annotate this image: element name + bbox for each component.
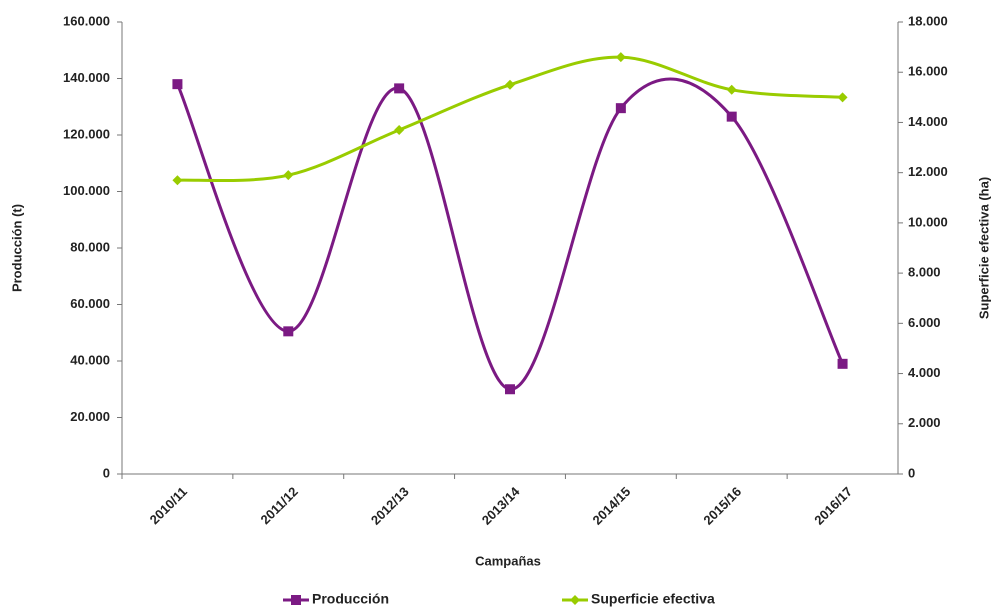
data-point xyxy=(505,384,515,395)
data-point xyxy=(837,358,848,369)
x-tick-label: 2016/17 xyxy=(811,484,855,528)
data-point xyxy=(172,175,183,186)
x-tick-label: 2012/13 xyxy=(368,484,412,528)
data-point xyxy=(283,326,294,337)
y-tick-label: 20.000 xyxy=(70,409,110,424)
y2-tick-label: 10.000 xyxy=(908,214,948,229)
y-axis-title: Producción (t) xyxy=(9,204,24,292)
x-tick-label: 2010/11 xyxy=(147,484,190,527)
data-point xyxy=(505,79,515,90)
y-tick-label: 100.000 xyxy=(63,183,110,198)
data-point xyxy=(172,79,183,90)
y-tick-label: 160.000 xyxy=(63,13,110,28)
x-tick-label: 2015/16 xyxy=(700,484,744,528)
data-point xyxy=(837,92,848,103)
x-tick-label: 2014/15 xyxy=(590,484,634,528)
y2-tick-label: 6.000 xyxy=(908,315,941,330)
y2-axis-title: Superficie efectiva (ha) xyxy=(976,177,991,319)
y2-tick-label: 2.000 xyxy=(908,415,941,430)
legend-label: Producción xyxy=(312,591,389,607)
y-tick-label: 0 xyxy=(103,465,110,480)
y-tick-label: 120.000 xyxy=(63,126,110,141)
data-point xyxy=(726,84,737,95)
y2-tick-label: 4.000 xyxy=(908,365,941,380)
y2-tick-label: 8.000 xyxy=(908,265,941,280)
data-point xyxy=(726,111,737,122)
data-point xyxy=(283,170,294,181)
legend-label: Superficie efectiva xyxy=(591,591,715,607)
data-point xyxy=(615,103,626,114)
x-tick-label: 2013/14 xyxy=(479,483,523,527)
y2-tick-label: 18.000 xyxy=(908,13,948,28)
y2-tick-label: 0 xyxy=(908,465,915,480)
y-tick-label: 80.000 xyxy=(70,239,110,254)
data-point xyxy=(394,124,405,135)
y2-tick-label: 12.000 xyxy=(908,164,948,179)
data-point xyxy=(615,52,626,63)
x-tick-label: 2011/12 xyxy=(258,484,301,527)
y2-tick-label: 16.000 xyxy=(908,64,948,79)
y2-tick-label: 14.000 xyxy=(908,114,948,129)
y-tick-label: 140.000 xyxy=(63,70,110,85)
x-axis-title: Campañas xyxy=(475,553,541,568)
y-tick-label: 60.000 xyxy=(70,296,110,311)
data-point xyxy=(394,83,405,94)
y-tick-label: 40.000 xyxy=(70,352,110,367)
legend-marker xyxy=(291,595,301,605)
series-line xyxy=(177,55,843,183)
legend-marker xyxy=(570,595,580,605)
series-line xyxy=(176,77,844,391)
